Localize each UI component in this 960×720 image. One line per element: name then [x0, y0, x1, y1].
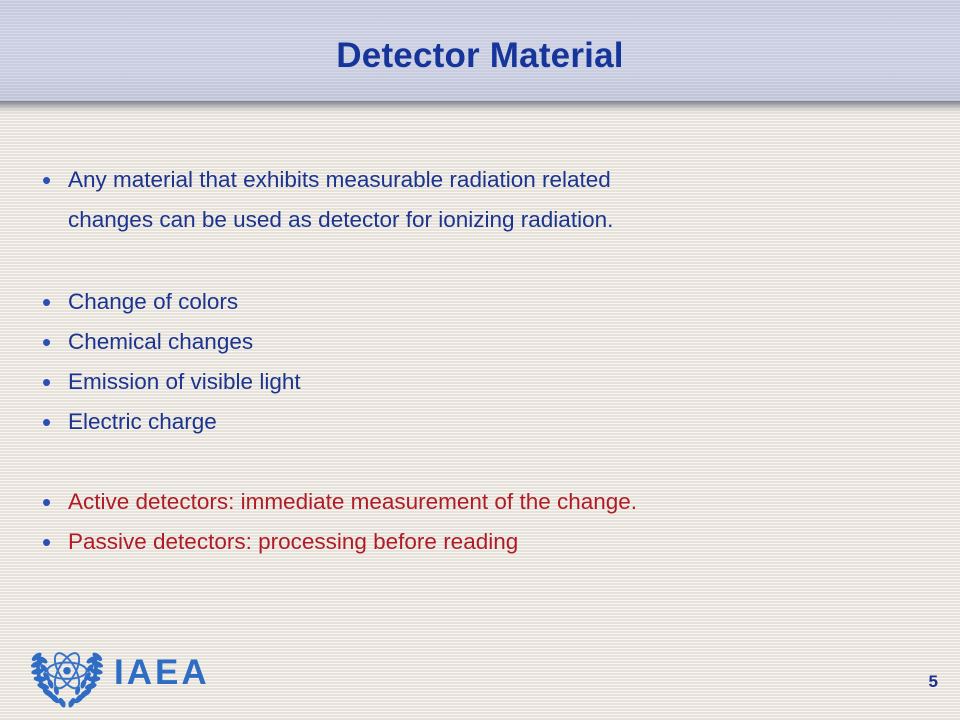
list-item: • Electric charge: [38, 402, 918, 442]
list-item: • Change of colors: [38, 282, 918, 322]
list-item-text: Electric charge: [68, 409, 217, 434]
list-gap: [38, 442, 918, 482]
bullet-icon: •: [42, 327, 52, 357]
list-item-text: Chemical changes: [68, 329, 254, 354]
list-item: • Passive detectors: processing before r…: [38, 522, 918, 562]
bullet-icon: •: [42, 527, 52, 557]
list-item-text: Passive detectors: processing before rea…: [68, 529, 519, 554]
iaea-wordmark: IAEA: [114, 652, 210, 692]
iaea-atom-laurel-emblem: [30, 652, 104, 708]
list-item: • Emission of visible light: [38, 362, 918, 402]
list-item: • Active detectors: immediate measuremen…: [38, 482, 918, 522]
list-gap: [38, 240, 918, 282]
bullet-icon: •: [42, 165, 52, 195]
slide-header-band: [0, 0, 960, 101]
slide-header-shadow: [0, 101, 960, 117]
page-number: 5: [928, 672, 938, 691]
bullet-icon: •: [42, 287, 52, 317]
list-item-text: Emission of visible light: [68, 369, 301, 394]
list-item-text: Change of colors: [68, 289, 239, 314]
list-item-text: Any material that exhibits measurable ra…: [68, 167, 614, 232]
bullet-icon: •: [42, 487, 52, 517]
list-item: • Any material that exhibits measurable …: [38, 160, 918, 240]
slide-body: • Any material that exhibits measurable …: [38, 160, 918, 562]
iaea-logo: IAEA: [26, 636, 210, 712]
bullet-icon: •: [42, 407, 52, 437]
list-item: • Chemical changes: [38, 322, 918, 362]
page-title: Detector Material: [336, 36, 624, 75]
bullet-icon: •: [42, 367, 52, 397]
list-item-text: Active detectors: immediate measurement …: [68, 489, 638, 514]
